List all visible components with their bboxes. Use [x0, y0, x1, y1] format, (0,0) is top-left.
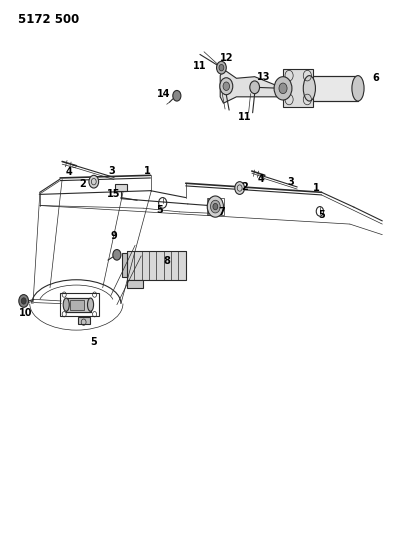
Text: 4: 4 — [257, 174, 264, 184]
Text: 4: 4 — [66, 167, 73, 177]
Ellipse shape — [87, 298, 93, 311]
Circle shape — [89, 175, 99, 188]
Text: 2: 2 — [79, 179, 86, 189]
Text: 13: 13 — [257, 71, 270, 82]
Text: 14: 14 — [157, 89, 170, 99]
Text: 3: 3 — [108, 166, 115, 176]
Polygon shape — [115, 184, 127, 191]
Text: 12: 12 — [220, 53, 233, 63]
Polygon shape — [283, 69, 313, 108]
Circle shape — [113, 249, 121, 260]
Text: 9: 9 — [111, 231, 118, 241]
Polygon shape — [309, 76, 358, 101]
Text: 8: 8 — [163, 256, 170, 266]
Circle shape — [21, 298, 26, 304]
Text: 5: 5 — [318, 209, 325, 220]
Circle shape — [274, 77, 292, 100]
Text: 3: 3 — [288, 176, 295, 187]
Circle shape — [213, 204, 218, 210]
Circle shape — [217, 61, 226, 74]
Polygon shape — [220, 69, 281, 103]
Text: 1: 1 — [313, 183, 320, 193]
Text: 2: 2 — [241, 182, 248, 192]
Ellipse shape — [352, 76, 364, 101]
Circle shape — [220, 78, 233, 95]
Circle shape — [235, 182, 244, 195]
Text: 11: 11 — [193, 61, 207, 71]
Text: 5: 5 — [156, 205, 163, 215]
Circle shape — [173, 91, 181, 101]
Circle shape — [211, 200, 220, 213]
Text: 6: 6 — [372, 73, 379, 83]
Polygon shape — [78, 317, 90, 324]
Text: 1: 1 — [144, 166, 151, 176]
Circle shape — [19, 295, 29, 308]
Text: 7: 7 — [219, 207, 226, 217]
Text: 5172 500: 5172 500 — [18, 13, 79, 26]
Polygon shape — [66, 298, 91, 312]
Circle shape — [250, 81, 259, 94]
Polygon shape — [127, 251, 186, 280]
Circle shape — [279, 83, 287, 94]
Ellipse shape — [303, 76, 315, 101]
Polygon shape — [70, 300, 84, 310]
Circle shape — [223, 82, 230, 91]
Ellipse shape — [63, 298, 69, 311]
Polygon shape — [127, 280, 143, 288]
Text: 11: 11 — [238, 112, 251, 122]
Circle shape — [219, 64, 224, 71]
Text: 15: 15 — [107, 189, 121, 199]
Text: 10: 10 — [19, 308, 33, 318]
Circle shape — [207, 196, 224, 217]
Text: 5: 5 — [91, 337, 97, 347]
Polygon shape — [122, 253, 127, 277]
